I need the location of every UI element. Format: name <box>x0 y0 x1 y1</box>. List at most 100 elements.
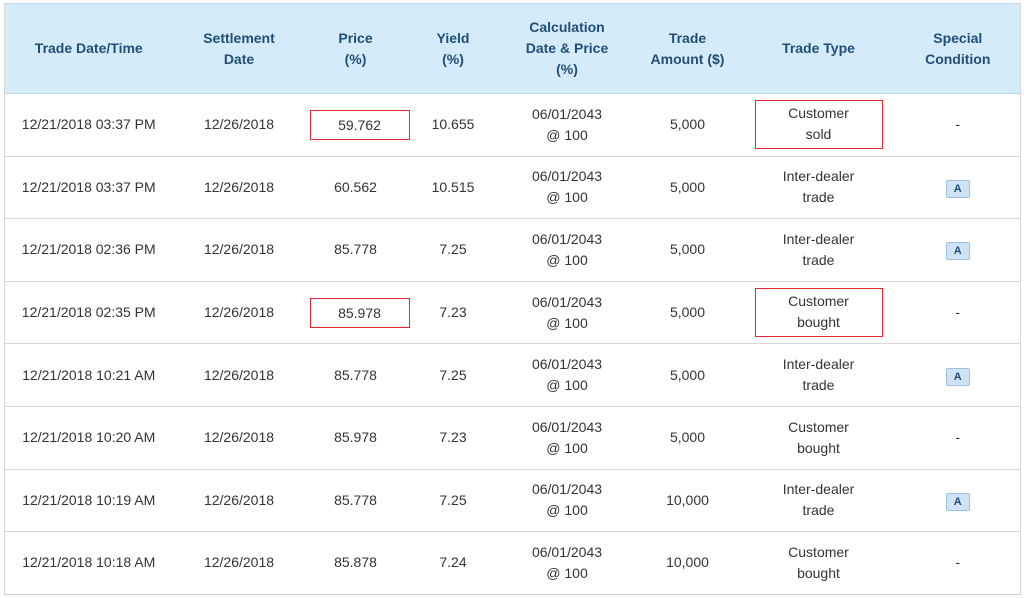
price-cell: 85.778 <box>305 343 406 407</box>
trade-type-line: Inter-dealer <box>782 481 855 498</box>
yield-cell: 7.25 <box>405 469 501 533</box>
settlement-date-cell: 12/26/2018 <box>172 406 306 470</box>
table-row: 12/21/2018 02:36 PM 12/26/2018 85.778 7.25 0… <box>4 218 1021 282</box>
trade-amount-cell: 5,000 <box>633 156 742 220</box>
trade-type-line: trade <box>802 251 835 268</box>
settlement-date-cell: 12/26/2018 <box>172 343 306 407</box>
calculation-cell: 06/01/2043 @ 100 <box>500 281 634 345</box>
trade-type-line: sold <box>805 126 832 143</box>
price-cell: 85.878 <box>305 531 406 595</box>
condition-badge[interactable]: A <box>945 367 970 386</box>
calc-date: 06/01/2043 <box>531 543 603 560</box>
trade-type-cell: Inter-dealer trade <box>741 218 896 282</box>
trade-history-panel: Trade Date/Time Settlement Date Price (%… <box>4 3 1021 595</box>
settlement-date-cell: 12/26/2018 <box>172 281 306 345</box>
yield-cell: 7.24 <box>405 531 501 595</box>
trade-type-line: Inter-dealer <box>782 356 855 373</box>
header-line: Date <box>223 50 255 67</box>
column-header-trade-type[interactable]: Trade Type <box>741 3 896 94</box>
header-line: Calculation <box>529 19 605 35</box>
trade-type-line: Customer <box>788 293 849 310</box>
trade-amount-cell: 10,000 <box>633 469 742 533</box>
settlement-date-cell: 12/26/2018 <box>172 531 306 595</box>
special-condition-cell: - <box>895 406 1021 470</box>
trade-amount-cell: 10,000 <box>633 531 742 595</box>
condition-badge[interactable]: A <box>945 492 970 511</box>
trade-type-line: bought <box>797 439 840 456</box>
price-cell: 85.978 <box>305 281 410 345</box>
calc-price: @ 100 <box>546 564 588 581</box>
table-row: 12/21/2018 03:37 PM 12/26/2018 59.762 10.65… <box>4 93 1021 157</box>
trade-datetime-cell: 12/21/2018 03:37 PM <box>4 156 173 220</box>
calculation-cell: 06/01/2043 @ 100 <box>500 218 634 282</box>
calculation-cell: 06/01/2043 @ 100 <box>500 93 634 157</box>
trade-datetime-cell: 12/21/2018 10:21 AM <box>4 343 173 407</box>
trade-type-line: trade <box>802 377 835 394</box>
condition-badge[interactable]: A <box>945 179 970 198</box>
column-header-trade-amount[interactable]: Trade Amount ($) <box>633 3 742 94</box>
trade-type-line: bought <box>797 314 840 331</box>
settlement-date-cell: 12/26/2018 <box>172 156 306 220</box>
table-row: 12/21/2018 10:19 AM 12/26/2018 85.778 7.25 0… <box>4 469 1021 533</box>
price-cell: 85.778 <box>305 218 406 282</box>
calc-date: 06/01/2043 <box>531 481 603 498</box>
special-condition-cell: - <box>895 281 1021 345</box>
calc-price: @ 100 <box>546 314 588 331</box>
calc-date: 06/01/2043 <box>531 230 603 247</box>
column-header-settlement-date[interactable]: Settlement Date <box>172 3 306 94</box>
calc-date: 06/01/2043 <box>531 293 603 310</box>
trade-type-highlight-box: Customer bought <box>754 288 883 338</box>
trade-amount-cell: 5,000 <box>633 281 742 345</box>
special-condition-cell: - <box>895 93 1021 157</box>
calc-price: @ 100 <box>546 251 588 268</box>
header-line: (%) <box>442 50 464 67</box>
condition-badge[interactable]: A <box>945 242 970 261</box>
trade-datetime-cell: 12/21/2018 02:35 PM <box>4 281 173 345</box>
calculation-cell: 06/01/2043 @ 100 <box>500 156 634 220</box>
trade-type-cell: Inter-dealer trade <box>741 343 896 407</box>
header-line: Date & Price <box>525 40 609 56</box>
header-row: Trade Date/Time Settlement Date Price (%… <box>4 3 1021 94</box>
trade-datetime-cell: 12/21/2018 10:18 AM <box>4 531 173 595</box>
column-header-calculation-date-price[interactable]: Calculation Date & Price (%) <box>500 3 634 94</box>
price-cell: 85.978 <box>305 406 406 470</box>
table-row: 12/21/2018 10:21 AM 12/26/2018 85.778 7.25 0… <box>4 343 1021 407</box>
trade-type-cell: Customer bought <box>741 406 896 470</box>
table-row: 12/21/2018 03:37 PM 12/26/2018 60.562 10.51… <box>4 156 1021 220</box>
header-line: Price <box>338 29 373 46</box>
yield-cell: 10.655 <box>405 93 501 157</box>
trade-type-cell: Customer bought <box>741 531 896 595</box>
trade-datetime-cell: 12/21/2018 03:37 PM <box>4 93 173 157</box>
calc-price: @ 100 <box>546 126 588 143</box>
yield-cell: 7.23 <box>405 406 501 470</box>
header-line: Trade <box>668 29 707 46</box>
yield-cell: 7.25 <box>405 343 501 407</box>
calc-price: @ 100 <box>546 439 588 456</box>
column-header-trade-datetime[interactable]: Trade Date/Time <box>4 3 173 94</box>
special-condition-cell: - <box>895 531 1021 595</box>
trade-type-line: bought <box>797 564 840 581</box>
price-highlight-box: 85.978 <box>309 297 410 328</box>
price-cell: 60.562 <box>305 156 406 220</box>
trade-type-cell: Customer sold <box>741 93 896 157</box>
trade-datetime-cell: 12/21/2018 10:20 AM <box>4 406 173 470</box>
trade-history-table: Trade Date/Time Settlement Date Price (%… <box>4 3 1021 595</box>
column-header-special-condition[interactable]: Special Condition <box>895 3 1021 94</box>
calculation-cell: 06/01/2043 @ 100 <box>500 531 634 595</box>
trade-amount-cell: 5,000 <box>633 93 742 157</box>
calc-price: @ 100 <box>546 502 588 519</box>
settlement-date-cell: 12/26/2018 <box>172 93 306 157</box>
trade-type-cell: Inter-dealer trade <box>741 469 896 533</box>
special-condition-cell: A <box>895 469 1021 533</box>
calculation-cell: 06/01/2043 @ 100 <box>500 343 634 407</box>
trade-type-cell: Customer bought <box>741 281 896 345</box>
special-condition-cell: A <box>895 343 1021 407</box>
trade-datetime-cell: 12/21/2018 02:36 PM <box>4 218 173 282</box>
yield-cell: 10.515 <box>405 156 501 220</box>
trade-amount-cell: 5,000 <box>633 343 742 407</box>
header-line: Trade Date/Time <box>34 40 143 56</box>
calc-date: 06/01/2043 <box>531 356 603 373</box>
calculation-cell: 06/01/2043 @ 100 <box>500 469 634 533</box>
column-header-yield[interactable]: Yield (%) <box>405 3 501 94</box>
column-header-price[interactable]: Price (%) <box>305 3 406 94</box>
